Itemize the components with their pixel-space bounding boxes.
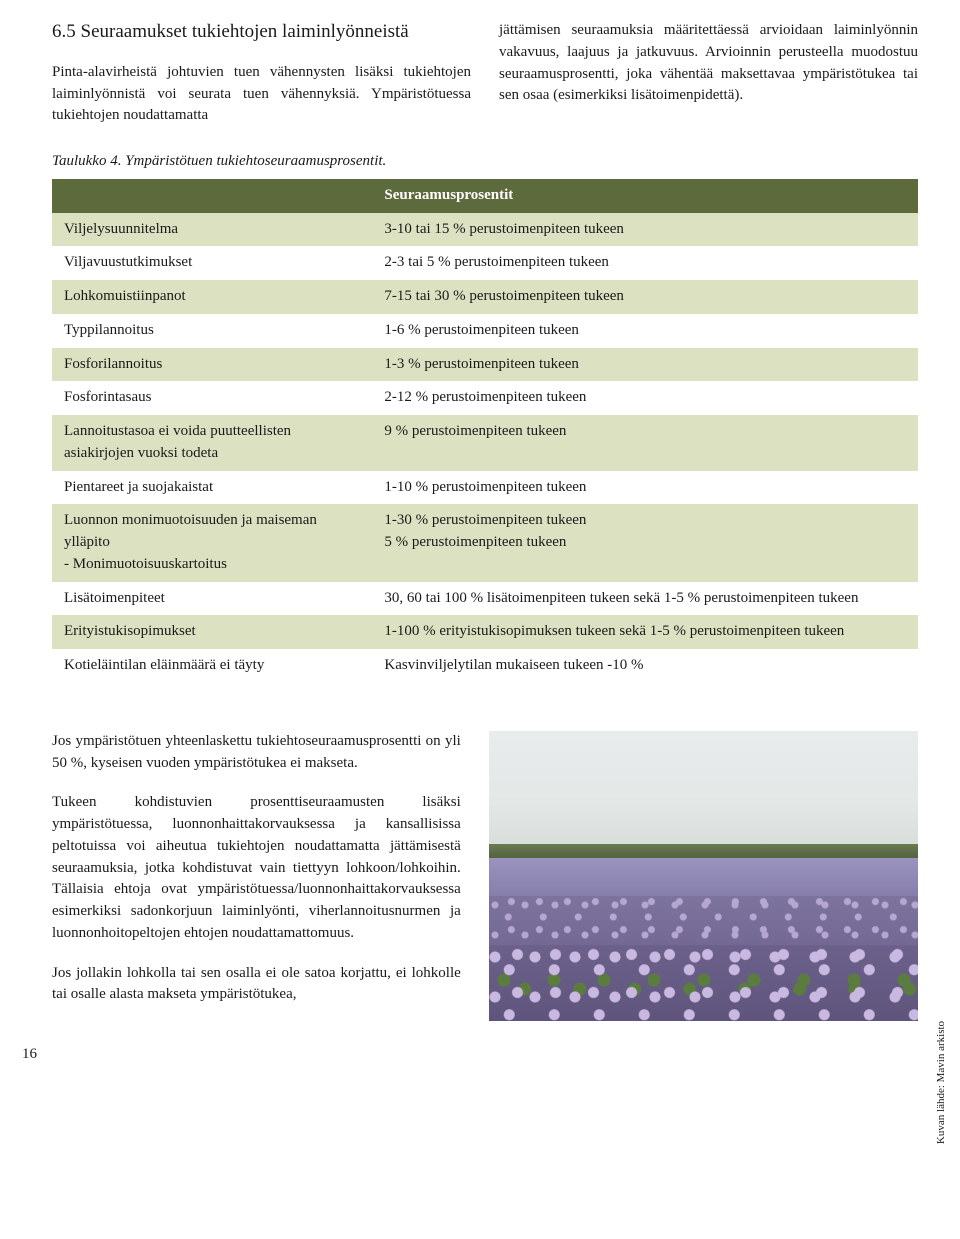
table-cell-right: 2-12 % perustoimenpiteen tukeen	[372, 381, 918, 415]
table-row: Typpilannoitus1-6 % perustoimenpiteen tu…	[52, 314, 918, 348]
table-row: Viljelysuunnitelma3-10 tai 15 % perustoi…	[52, 213, 918, 247]
page-number: 16	[22, 1044, 918, 1066]
table-header-right: Seuraamusprosentit	[372, 179, 918, 213]
table-cell-left: Lisätoimenpiteet	[52, 582, 372, 616]
table-cell-right: 3-10 tai 15 % perustoimenpiteen tukeen	[372, 213, 918, 247]
field-photo	[489, 731, 918, 1021]
table-cell-right: 30, 60 tai 100 % lisätoimenpiteen tukeen…	[372, 582, 918, 616]
intro-left-text: Pinta-alavirheistä johtuvien tuen vähenn…	[52, 62, 471, 127]
table-header-blank	[52, 179, 372, 213]
lower-paragraph-3: Jos jollakin lohkolla tai sen osalla ei …	[52, 963, 461, 1007]
table-cell-right: 2-3 tai 5 % perustoimenpiteen tukeen	[372, 246, 918, 280]
table-row: Fosforilannoitus1-3 % perustoimenpiteen …	[52, 348, 918, 382]
lower-paragraph-2: Tukeen kohdistuvien prosenttiseuraamuste…	[52, 792, 461, 944]
table-cell-left: Viljavuustutkimukset	[52, 246, 372, 280]
lower-text-column: Jos ympäristötuen yhteenlaskettu tukieht…	[52, 731, 461, 1024]
penalty-table: Seuraamusprosentit Viljelysuunnitelma3-1…	[52, 179, 918, 683]
table-row: Lannoitustasoa ei voida puutteellisten a…	[52, 415, 918, 471]
table-cell-left: Typpilannoitus	[52, 314, 372, 348]
table-cell-left: Luonnon monimuotoisuuden ja maiseman yll…	[52, 504, 372, 581]
table-cell-right: 1-30 % perustoimenpiteen tukeen 5 % peru…	[372, 504, 918, 581]
table-cell-left: Fosforilannoitus	[52, 348, 372, 382]
lower-paragraph-1: Jos ympäristötuen yhteenlaskettu tukieht…	[52, 731, 461, 775]
table-row: Viljavuustutkimukset2-3 tai 5 % perustoi…	[52, 246, 918, 280]
section-heading: 6.5 Seuraamukset tukiehtojen laiminlyönn…	[52, 20, 471, 44]
photo-credit: Kuvan lähde: Mavin arkisto	[934, 1021, 950, 1144]
table-cell-right: 9 % perustoimenpiteen tukeen	[372, 415, 918, 471]
table-row: Fosforintasaus2-12 % perustoimenpiteen t…	[52, 381, 918, 415]
table-row: Kotieläintilan eläinmäärä ei täytyKasvin…	[52, 649, 918, 683]
table-row: Lisätoimenpiteet30, 60 tai 100 % lisätoi…	[52, 582, 918, 616]
table-row: Pientareet ja suojakaistat1-10 % perusto…	[52, 471, 918, 505]
photo-container: Kuvan lähde: Mavin arkisto	[489, 731, 918, 1021]
intro-right-text: jättämisen seuraamuksia määritettäessä a…	[499, 20, 918, 107]
table-cell-right: 1-10 % perustoimenpiteen tukeen	[372, 471, 918, 505]
table-cell-right: 1-100 % erityistukisopimuksen tukeen sek…	[372, 615, 918, 649]
table-cell-left: Fosforintasaus	[52, 381, 372, 415]
table-cell-right: 1-3 % perustoimenpiteen tukeen	[372, 348, 918, 382]
table-row: Lohkomuistiinpanot7-15 tai 30 % perustoi…	[52, 280, 918, 314]
table-cell-right: 7-15 tai 30 % perustoimenpiteen tukeen	[372, 280, 918, 314]
table-cell-left: Lannoitustasoa ei voida puutteellisten a…	[52, 415, 372, 471]
table-cell-left: Viljelysuunnitelma	[52, 213, 372, 247]
table-cell-left: Kotieläintilan eläinmäärä ei täyty	[52, 649, 372, 683]
table-cell-right: 1-6 % perustoimenpiteen tukeen	[372, 314, 918, 348]
table-caption: Taulukko 4. Ympäristötuen tukiehtoseuraa…	[52, 151, 918, 173]
table-cell-left: Lohkomuistiinpanot	[52, 280, 372, 314]
intro-columns: 6.5 Seuraamukset tukiehtojen laiminlyönn…	[52, 20, 918, 127]
table-row: Luonnon monimuotoisuuden ja maiseman yll…	[52, 504, 918, 581]
table-cell-left: Pientareet ja suojakaistat	[52, 471, 372, 505]
table-row: Erityistukisopimukset1-100 % erityistuki…	[52, 615, 918, 649]
table-cell-left: Erityistukisopimukset	[52, 615, 372, 649]
table-cell-right: Kasvinviljelytilan mukaiseen tukeen -10 …	[372, 649, 918, 683]
